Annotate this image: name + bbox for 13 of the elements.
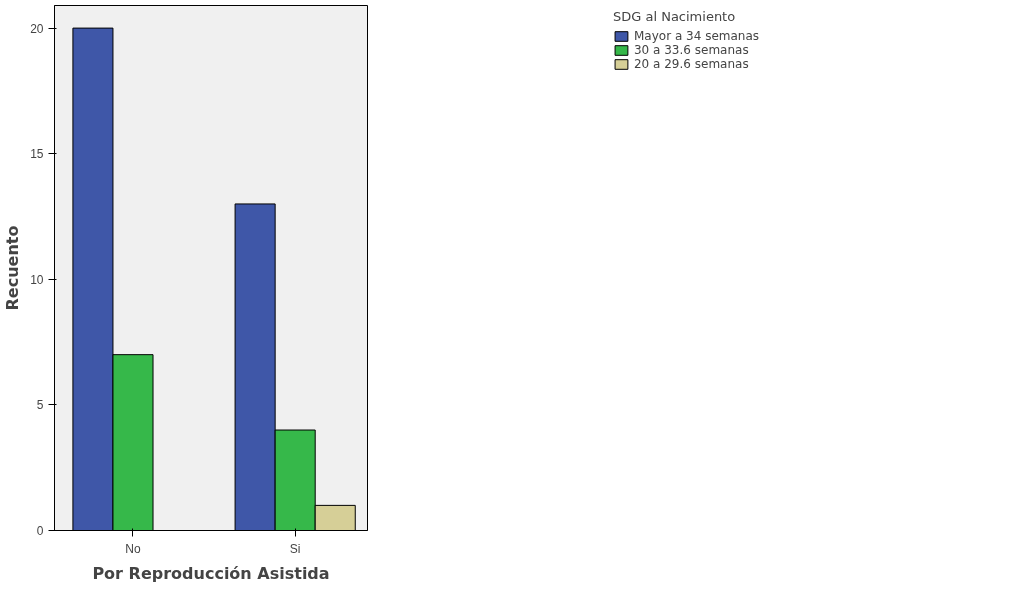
legend-label: 30 a 33.6 semanas [633, 43, 749, 57]
legend-label: Mayor a 34 semanas [633, 29, 760, 43]
legend-title: SDG al Nacimiento [612, 9, 737, 24]
x-tick-label: Si [289, 541, 301, 556]
y-tick-label: 5 [36, 398, 44, 413]
x-axis-title: Por Reproducción Asistida [92, 563, 330, 583]
y-axis-title: Recuento [3, 225, 23, 311]
legend-label: 20 a 29.6 semanas [633, 57, 749, 71]
x-tick-label: No [125, 541, 141, 556]
y-tick-label: 20 [30, 21, 44, 36]
y-tick-label: 0 [36, 524, 44, 538]
y-tick-label: 15 [30, 147, 44, 162]
y-tick-label: 10 [30, 272, 44, 287]
